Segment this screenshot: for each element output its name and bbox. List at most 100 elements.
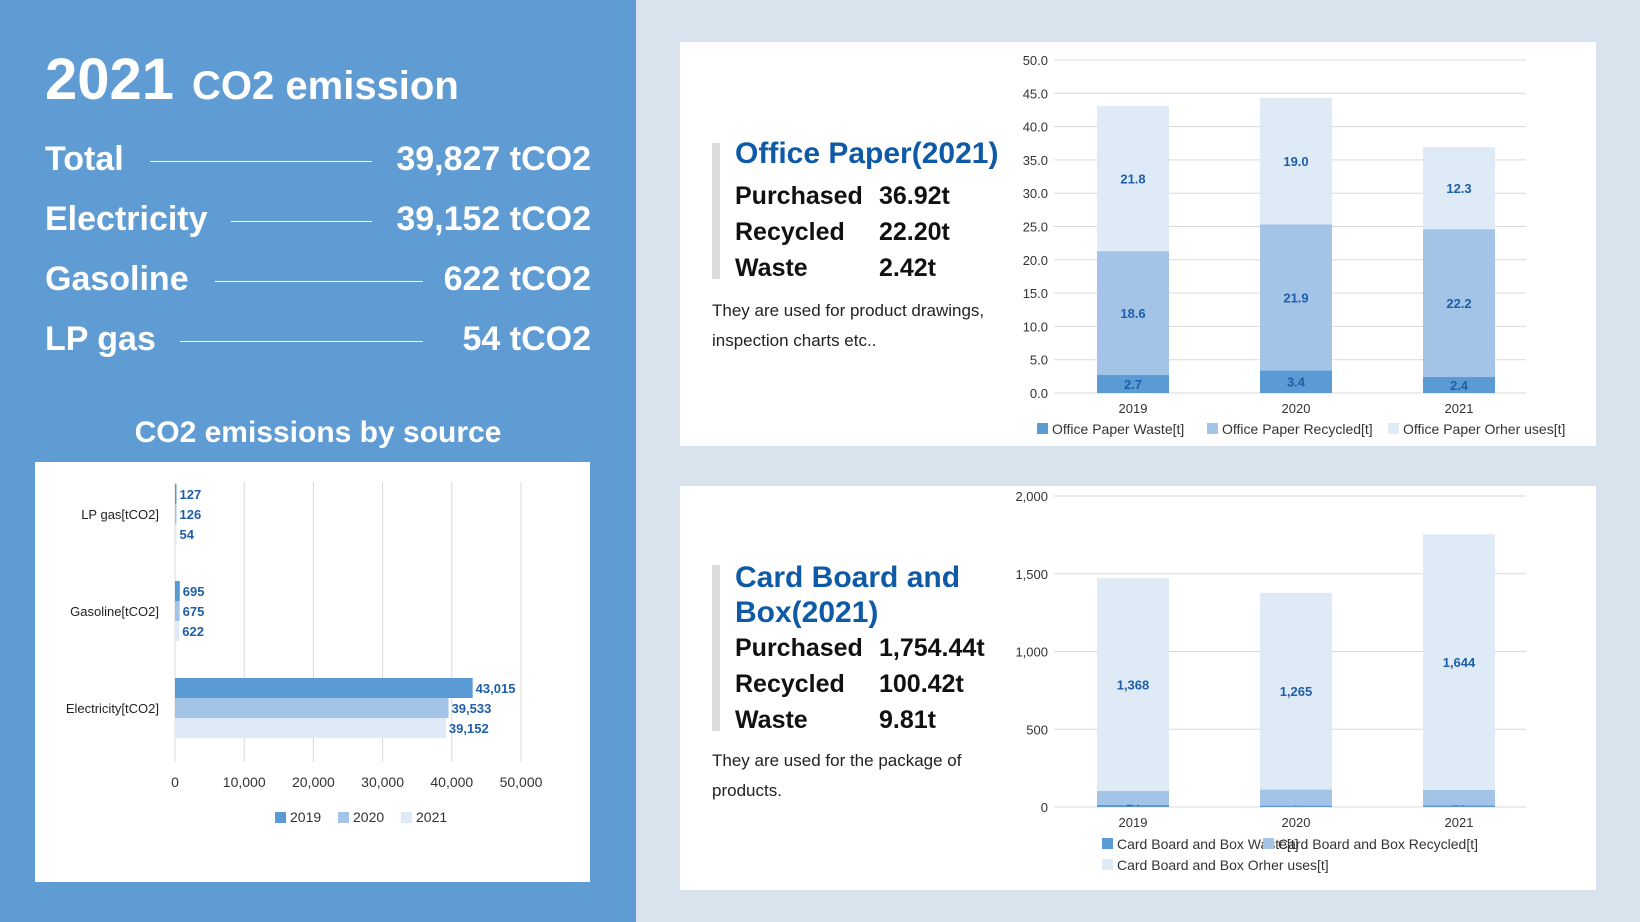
y-tick-label: 0.0	[1030, 386, 1048, 401]
divider	[231, 221, 372, 222]
cardboard-card: Card Board and Box(2021) Purchased 1,754…	[680, 486, 1596, 890]
data-label: 127	[180, 487, 202, 502]
bar-segment	[1260, 370, 1332, 393]
bar-segment	[1260, 97, 1332, 225]
office-description: They are used for product drawings, insp…	[712, 301, 985, 350]
legend-swatch	[1388, 423, 1399, 434]
office-purchased-value: 36.92t	[879, 182, 950, 210]
data-label: 19.0	[1283, 154, 1308, 169]
bar-segment	[1097, 375, 1169, 393]
data-label: 695	[183, 584, 205, 599]
divider	[180, 341, 423, 342]
accent-bar	[712, 565, 720, 731]
y-tick-label: 40.0	[1023, 120, 1048, 135]
cardboard-chart: 05001,0001,5002,00014901,368201991031,26…	[1015, 489, 1526, 873]
y-tick-label: 1,000	[1015, 645, 1048, 660]
cardboard-recycled-label: Recycled	[735, 670, 845, 698]
bar-segment	[1097, 790, 1169, 805]
data-label: 22.2	[1446, 296, 1471, 311]
stat-value: 39,152 tCO2	[396, 200, 591, 238]
category-label: Gasoline[tCO2]	[70, 604, 159, 619]
bar-segment	[1423, 789, 1495, 806]
cardboard-description: They are used for the package of product…	[712, 751, 962, 800]
x-tick-label: 30,000	[361, 774, 404, 790]
office-purchased-label: Purchased	[735, 182, 863, 210]
summary-title-text: CO2 emission	[192, 64, 459, 108]
office-paper-title: Office Paper(2021)	[735, 137, 999, 170]
office-paper-card: Office Paper(2021) Purchased 36.92t Recy…	[680, 42, 1596, 446]
y-tick-label: 2,000	[1015, 489, 1048, 504]
stat-label: Gasoline	[45, 260, 189, 298]
stat-value: 622 tCO2	[443, 260, 591, 298]
bar	[175, 698, 449, 718]
legend-swatch	[1102, 838, 1113, 849]
bar	[175, 718, 446, 738]
legend-swatch	[1263, 838, 1274, 849]
bar-segment	[1260, 789, 1332, 806]
data-label: 1,368	[1117, 677, 1150, 692]
stat-value: 39,827 tCO2	[396, 140, 591, 178]
bar-segment	[1260, 224, 1332, 371]
category-label: Electricity[tCO2]	[66, 701, 159, 716]
office-paper-chart: 0.0 5.0 10.0 15.0 20.0 25.0 30.0 35.0 40.0 45.0 50…	[1023, 53, 1566, 437]
office-recycled-value: 22.20t	[879, 218, 950, 246]
data-label: 1,265	[1280, 684, 1313, 699]
data-label: 3.4	[1287, 375, 1306, 390]
legend-label: 2021	[416, 809, 447, 825]
stat-electricity: Electricity 39,152 tCO2	[45, 200, 591, 240]
divider	[215, 281, 423, 282]
cardboard-waste-value: 9.81t	[879, 706, 936, 734]
y-tick-label: 0	[1041, 800, 1048, 815]
x-tick-label: 2021	[1445, 401, 1474, 416]
y-tick-label: 10.0	[1023, 319, 1048, 334]
bar	[175, 484, 177, 504]
legend-swatch	[1207, 423, 1218, 434]
cardboard-purchased-label: Purchased	[735, 634, 863, 662]
legend-label: Card Board and Box Waste[t]	[1117, 836, 1299, 852]
stat-value: 54 tCO2	[462, 320, 592, 358]
x-tick-label: 2021	[1445, 815, 1474, 830]
source-bar-chart: 0 10,000 20,000 30,000 40,000 50,000 LP gas[tC…	[66, 482, 543, 825]
stat-total: Total 39,827 tCO2	[45, 140, 591, 180]
y-tick-label: 35.0	[1023, 153, 1048, 168]
legend-swatch	[1102, 859, 1113, 870]
bar-segment	[1423, 534, 1495, 790]
bar-segment	[1097, 251, 1169, 376]
source-chart-card: 0 10,000 20,000 30,000 40,000 50,000 LP gas[tC…	[35, 462, 590, 882]
bar	[175, 524, 177, 544]
bar	[175, 504, 177, 524]
stat-label: Total	[45, 140, 124, 178]
bar	[175, 621, 180, 641]
x-tick-label: 40,000	[430, 774, 473, 790]
y-tick-label: 15.0	[1023, 286, 1048, 301]
legend-swatch	[1037, 423, 1048, 434]
office-waste-value: 2.42t	[879, 254, 936, 282]
office-recycled-label: Recycled	[735, 218, 845, 246]
bar-segment	[1260, 805, 1332, 807]
legend-label: Office Paper Orher uses[t]	[1403, 421, 1565, 437]
data-label: 675	[183, 604, 205, 619]
legend-swatch	[401, 812, 412, 823]
data-label: 18.6	[1120, 306, 1145, 321]
data-label: 12.3	[1446, 181, 1471, 196]
legend-label: Office Paper Recycled[t]	[1222, 421, 1373, 437]
legend-label: 2020	[353, 809, 384, 825]
bar-segment	[1423, 377, 1495, 393]
data-label: 1,644	[1443, 655, 1476, 670]
cardboard-title: Card Board and Box(2021)	[735, 561, 961, 629]
stat-lp-gas: LP gas 54 tCO2	[45, 320, 591, 360]
bar-segment	[1423, 805, 1495, 807]
bar-segment	[1423, 147, 1495, 230]
bar-segment	[1260, 592, 1332, 790]
bar	[175, 678, 473, 698]
bar	[175, 581, 180, 601]
x-tick-label: 10,000	[223, 774, 266, 790]
source-chart-title: CO2 emissions by source	[134, 416, 502, 449]
stat-gasoline: Gasoline 622 tCO2	[45, 260, 591, 300]
data-label: 54	[180, 527, 195, 542]
legend-label: Card Board and Box Recycled[t]	[1278, 836, 1478, 852]
cardboard-recycled-value: 100.42t	[879, 670, 964, 698]
x-tick-label: 2020	[1282, 815, 1311, 830]
data-label: 21.9	[1283, 290, 1308, 305]
cardboard-waste-label: Waste	[735, 706, 808, 734]
